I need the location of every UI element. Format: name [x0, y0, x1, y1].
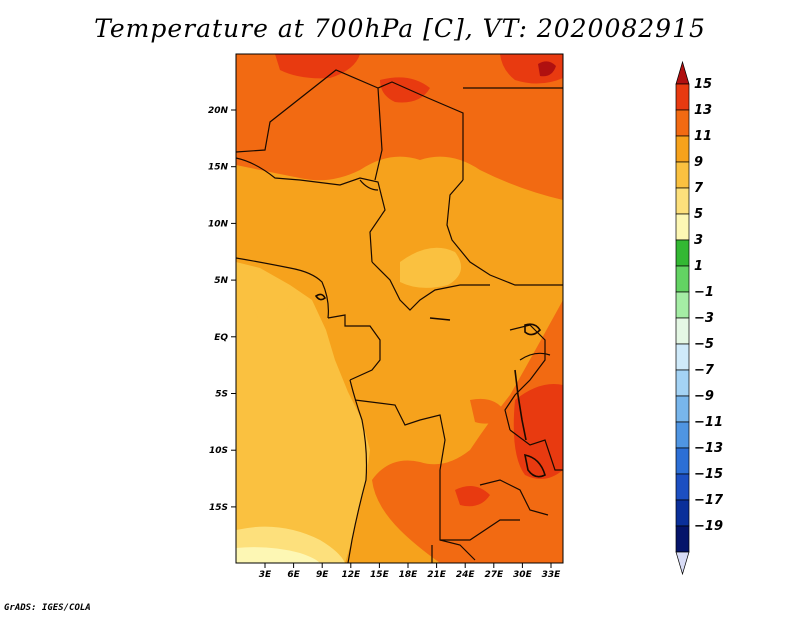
colorbar-level-label: −7	[694, 363, 715, 378]
colorbar-level-label: −13	[694, 441, 723, 456]
lat-tick-label: 20N	[208, 106, 229, 116]
colorbar-level-label: 9	[694, 155, 703, 170]
lat-tick-label: 10N	[208, 219, 229, 229]
colorbar-level-label: −17	[694, 493, 724, 508]
lon-tick-label: 12E	[341, 570, 361, 580]
field-11-to-13-north	[236, 54, 563, 200]
lakes	[314, 293, 546, 478]
lon-tick-label: 18E	[399, 570, 419, 580]
colorbar-segment	[675, 109, 690, 137]
lat-tick-label: 5N	[214, 276, 228, 286]
lat-tick-label: EQ	[214, 333, 228, 343]
lon-tick-label: 27E	[484, 570, 504, 580]
colorbar-segment	[675, 343, 690, 371]
colorbar-level-label: 11	[694, 129, 712, 144]
colorbar-segment	[675, 473, 690, 501]
colorbar-level-label: 1	[694, 259, 703, 274]
colorbar-level-label: 5	[694, 207, 703, 222]
colorbar-level-label: −15	[694, 467, 723, 482]
lon-tick-label: 3E	[259, 570, 272, 580]
colorbar-segment	[675, 395, 690, 423]
lon-tick-label: 33E	[542, 570, 562, 580]
lon-tick-label: 6E	[287, 570, 300, 580]
lat-tick-label: 5S	[215, 390, 228, 400]
colorbar-segment	[675, 83, 690, 111]
colorbar-level-label: −11	[694, 415, 723, 430]
colorbar-level-label: −19	[694, 519, 723, 534]
field-11-to-13-east-patch	[470, 398, 505, 424]
colorbar-segment	[675, 499, 690, 527]
field-above-15-patch	[538, 61, 556, 77]
colorbar-segment	[675, 447, 690, 475]
colorbar-segment	[675, 265, 690, 293]
colorbar-segment	[675, 525, 690, 553]
colorbar-level-label: −9	[694, 389, 714, 404]
field-7-to-9-patches	[250, 247, 462, 319]
colorbar-level-label: 3	[694, 233, 703, 248]
colorbar-level-label: −1	[694, 285, 714, 300]
lat-tick-label: 15S	[209, 503, 228, 513]
colorbar-segment	[675, 187, 690, 215]
temperature-map	[236, 54, 563, 563]
colorbar-segment	[675, 161, 690, 189]
colorbar-legend: 15 13 11 9 7 5 3 1 −1 −3 −5 −7 −9 −11 −13 −15 −17 −19	[675, 60, 724, 576]
colorbar-segment	[675, 369, 690, 397]
chart-title: Temperature at 700hPa [C], VT: 202008291…	[94, 14, 706, 43]
field-7-to-9-southwest	[236, 262, 370, 563]
longitude-axis: 3E 6E 9E 12E 15E 18E 21E 24E 27E 30E 33E	[259, 563, 561, 580]
lon-tick-label: 24E	[456, 570, 476, 580]
lon-tick-label: 30E	[513, 570, 533, 580]
credit-text: GrADS: IGES/COLA	[4, 603, 91, 613]
colorbar-segment	[675, 213, 690, 241]
colorbar-segment	[675, 239, 690, 267]
colorbar-bottom-arrow	[675, 551, 690, 576]
map-frame	[235, 53, 564, 564]
colorbar-segment	[675, 291, 690, 319]
colorbar-level-label: 13	[694, 103, 712, 118]
field-13-to-15-north-patches	[275, 54, 563, 103]
lon-tick-label: 9E	[316, 570, 329, 580]
latitude-axis: 20N 15N 10N 5N EQ 5S 10S 15S	[208, 106, 236, 513]
lat-tick-label: 15N	[208, 163, 229, 173]
colorbar-segment	[675, 135, 690, 163]
colorbar-level-label: −3	[694, 311, 714, 326]
country-borders	[236, 69, 563, 563]
lat-tick-label: 10S	[209, 446, 228, 456]
field-3-to-5-southwest	[236, 547, 320, 563]
colorbar-segment	[675, 317, 690, 345]
colorbar-top-arrow	[675, 60, 690, 85]
colorbar-level-label: 7	[694, 181, 704, 196]
colorbar-segment	[675, 421, 690, 449]
lon-tick-label: 15E	[370, 570, 390, 580]
field-11-to-13-southeast	[372, 300, 563, 563]
lon-tick-label: 21E	[427, 570, 447, 580]
colorbar-level-label: 15	[694, 77, 712, 92]
colorbar-level-label: −5	[694, 337, 714, 352]
